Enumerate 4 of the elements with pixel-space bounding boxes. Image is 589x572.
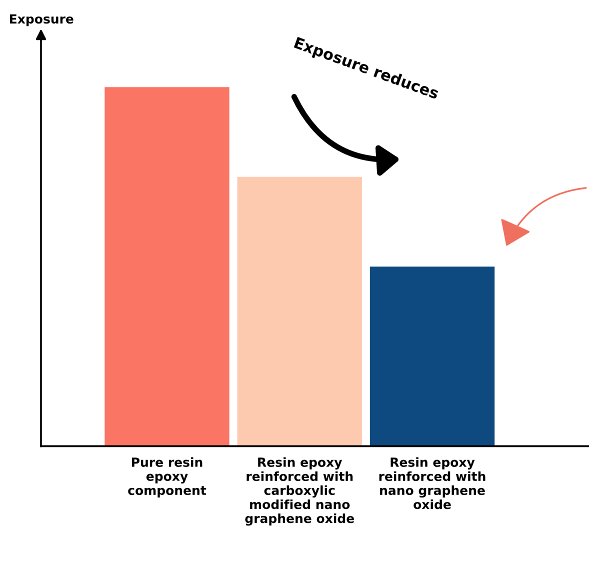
y-axis-title: Exposure	[10, 14, 74, 26]
x-tick-label: Resin epoxy reinforced with nano graphene oxide	[379, 457, 486, 510]
x-tick-label: Pure resin epoxy component	[128, 457, 206, 498]
x-tick-label: Resin epoxy reinforced with carboxylic modified nano graphene oxide	[245, 457, 354, 526]
